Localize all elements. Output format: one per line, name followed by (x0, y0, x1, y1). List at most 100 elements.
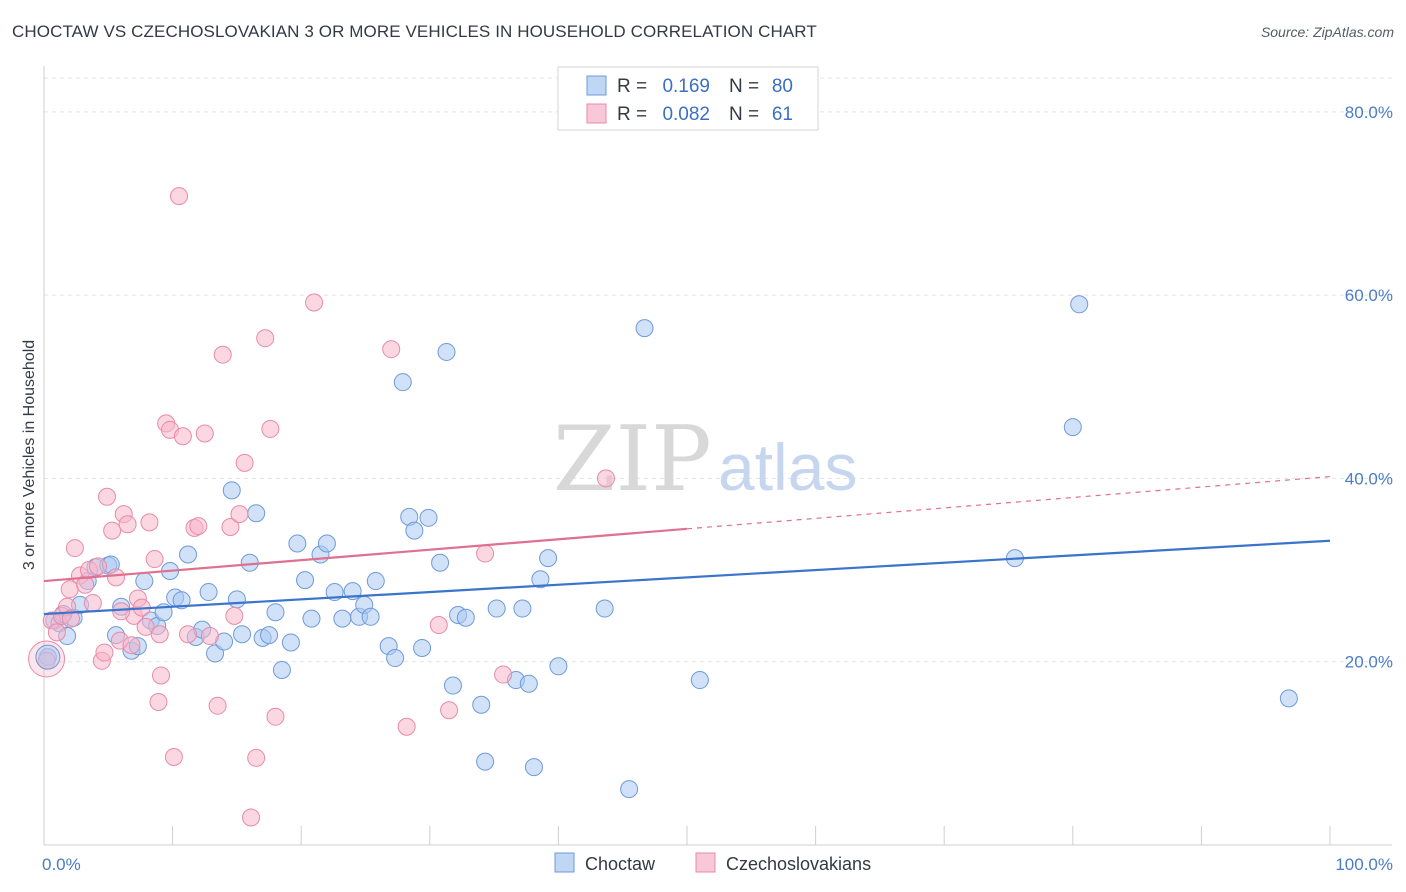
x-tick-label-min: 0.0% (42, 855, 81, 874)
point-czechoslovakians (221, 517, 240, 536)
point-choctaw (443, 676, 462, 695)
legend-swatch (586, 75, 607, 96)
point-choctaw (487, 599, 506, 618)
y-tick-label: 20.0% (1345, 653, 1393, 672)
legend-n-label: N = (729, 76, 759, 97)
point-czechoslovakians (164, 748, 183, 767)
y-tick-labels: 20.0% 40.0% 60.0% 80.0% (1345, 103, 1393, 672)
bottom-legend-label-choctaw: Choctaw (585, 854, 656, 874)
point-czechoslovakians (208, 696, 227, 715)
trend-line-extension-czechoslovakians (686, 475, 1331, 530)
point-choctaw (240, 553, 259, 572)
point-choctaw (405, 521, 424, 540)
source-label: Source: ZipAtlas.com (1260, 24, 1394, 40)
bottom-legend-label-czechoslovakians: Czechoslovakians (726, 854, 871, 874)
bottom-legend-swatch-czechoslovakians (695, 852, 716, 873)
y-tick-label: 60.0% (1345, 286, 1393, 305)
point-choctaw (1070, 295, 1089, 314)
watermark-zip: ZIP (553, 407, 712, 512)
point-czechoslovakians (83, 594, 102, 613)
point-czechoslovakians (145, 550, 164, 569)
point-choctaw (519, 674, 538, 693)
legend-r-label: R = (617, 76, 647, 97)
trend-line-choctaw (43, 539, 1331, 616)
point-czechoslovakians (122, 636, 141, 655)
point-czechoslovakians (152, 666, 171, 685)
point-czechoslovakians (179, 625, 198, 644)
trend-line-czechoslovakians (43, 527, 688, 583)
point-czechoslovakians (107, 568, 126, 587)
data-points (28, 187, 1298, 827)
point-choctaw (206, 644, 225, 663)
point-choctaw (317, 534, 336, 553)
point-czechoslovakians (213, 345, 232, 364)
legend-n-value: 61 (772, 104, 793, 125)
grid-lines (44, 77, 1392, 663)
point-czechoslovakians (47, 623, 66, 642)
point-czechoslovakians (118, 515, 137, 534)
point-choctaw (227, 590, 246, 609)
point-choctaw (361, 607, 380, 626)
point-czechoslovakians (261, 419, 280, 438)
point-choctaw (431, 553, 450, 572)
point-czechoslovakians (382, 340, 401, 359)
point-choctaw (288, 534, 307, 553)
axes (43, 66, 1392, 846)
bottom-legend: Choctaw Czechoslovakians (554, 852, 871, 874)
point-choctaw (1063, 418, 1082, 437)
point-choctaw (549, 657, 568, 676)
point-choctaw (179, 545, 198, 564)
point-czechoslovakians (149, 693, 168, 712)
watermark-atlas: atlas (718, 430, 857, 504)
legend-r-label: R = (617, 104, 647, 125)
point-czechoslovakians (150, 625, 169, 644)
point-choctaw-large (35, 644, 61, 670)
point-choctaw (302, 609, 321, 628)
point-choctaw (419, 508, 438, 527)
point-czechoslovakians (98, 487, 117, 506)
point-czechoslovakians (225, 606, 244, 625)
y-axis-title: 3 or more Vehicles in Household (21, 340, 38, 570)
point-choctaw (472, 695, 491, 714)
y-tick-label: 80.0% (1345, 103, 1393, 122)
point-choctaw (635, 319, 654, 338)
bottom-legend-swatch-choctaw (554, 852, 575, 873)
point-choctaw (260, 626, 279, 645)
trend-lines (43, 475, 1331, 616)
legend-r-value: 0.082 (662, 104, 710, 125)
point-choctaw (135, 572, 154, 591)
point-choctaw (222, 481, 241, 500)
y-tick-label: 40.0% (1345, 469, 1393, 488)
point-czechoslovakians (62, 609, 81, 628)
point-choctaw (413, 638, 432, 657)
point-choctaw (531, 570, 550, 589)
point-choctaw (272, 660, 291, 679)
point-choctaw (1279, 689, 1298, 708)
point-czechoslovakians (170, 187, 189, 206)
chart-title: CHOCTAW VS CZECHOSLOVAKIAN 3 OR MORE VEH… (12, 22, 817, 41)
x-tick-labels: 0.0% 100.0% (42, 855, 1393, 874)
point-czechoslovakians (256, 329, 275, 348)
point-czechoslovakians (476, 544, 495, 563)
legend-swatch (586, 103, 607, 124)
legend-n-label: N = (729, 104, 759, 125)
point-choctaw (281, 633, 300, 652)
point-choctaw (476, 752, 495, 771)
point-choctaw (366, 572, 385, 591)
watermark: ZIP atlas (553, 407, 857, 512)
point-czechoslovakians-large (28, 640, 66, 678)
point-czechoslovakians (230, 505, 249, 524)
point-czechoslovakians (112, 602, 131, 621)
point-choctaw (539, 549, 558, 568)
point-choctaw (595, 599, 614, 618)
point-czechoslovakians (266, 707, 285, 726)
point-choctaw (513, 599, 532, 618)
point-czechoslovakians (103, 521, 122, 540)
point-choctaw (456, 608, 475, 627)
point-choctaw (524, 758, 543, 777)
point-choctaw (690, 671, 709, 690)
point-czechoslovakians (494, 665, 513, 684)
point-czechoslovakians (89, 557, 108, 576)
point-czechoslovakians (65, 539, 84, 558)
